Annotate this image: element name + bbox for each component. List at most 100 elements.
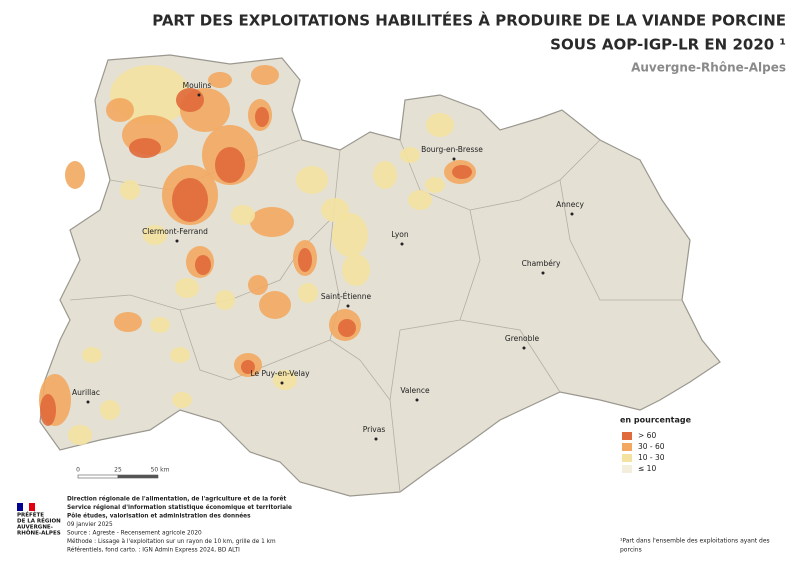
logo-line: DE LA RÉGION xyxy=(17,517,61,525)
city-dot xyxy=(280,381,284,385)
hotspot xyxy=(426,113,454,137)
hotspot xyxy=(100,400,120,420)
scale-label: 25 xyxy=(114,467,122,474)
hotspot xyxy=(296,166,328,194)
footer-line: Référentiels, fond carto. : IGN Admin Ex… xyxy=(67,547,240,554)
title: PART DES EXPLOITATIONS HABILITÉES À PROD… xyxy=(152,11,786,30)
hotspot xyxy=(176,88,204,112)
hotspot xyxy=(231,205,255,225)
hotspot xyxy=(68,425,92,445)
hotspot xyxy=(114,312,142,332)
hotspot xyxy=(259,291,291,319)
footer-line: Source : Agreste - Recensement agricole … xyxy=(67,531,202,537)
hotspot xyxy=(452,165,472,179)
legend-swatch xyxy=(622,432,632,440)
scale-label: 50 km xyxy=(151,467,170,474)
hotspot xyxy=(175,278,199,298)
hotspot xyxy=(106,98,134,122)
city-dot xyxy=(197,93,201,97)
logo-line: PRÉFÈTE xyxy=(17,511,44,519)
city-dot xyxy=(570,212,574,216)
footer-line: Direction régionale de l'alimentation, d… xyxy=(67,496,286,503)
subtitle: Auvergne-Rhône-Alpes xyxy=(631,61,786,75)
city-label: Moulins xyxy=(183,81,212,90)
hotspot xyxy=(408,190,432,210)
hotspot xyxy=(170,347,190,363)
hotspot xyxy=(425,177,445,193)
city-label: Valence xyxy=(400,386,430,395)
city-label: Annecy xyxy=(556,200,584,209)
city-label: Le Puy-en-Velay xyxy=(250,369,310,378)
legend-label: ≤ 10 xyxy=(638,464,656,473)
legend: > 60 30 - 60 10 - 30 ≤ 10 xyxy=(622,431,665,473)
city-dot xyxy=(452,157,456,161)
title: SOUS AOP-IGP-LR EN 2020 ¹ xyxy=(550,36,786,54)
footer-line: Méthode : Lissage à l'exploitation sur u… xyxy=(67,538,276,545)
footnote: ¹Part dans l'ensemble des exploitations … xyxy=(620,538,770,554)
hotspot xyxy=(250,207,294,237)
city-dot xyxy=(415,398,419,402)
footnote-line: ¹Part dans l'ensemble des exploitations … xyxy=(620,538,770,545)
cities: Moulins Bourg-en-Bresse Annecy Clermont-Fer… xyxy=(72,81,584,441)
hotspot xyxy=(373,161,397,189)
legend-title: en pourcentage xyxy=(620,416,692,425)
hotspot xyxy=(65,161,85,189)
footer-line: 09 janvier 2025 xyxy=(67,522,113,528)
city-label: Grenoble xyxy=(505,334,540,343)
footnote-line: porcins xyxy=(620,547,642,554)
footer-line: Pôle études, valorisation et administrat… xyxy=(67,513,251,520)
hotspot xyxy=(172,392,192,408)
city-label: Saint-Étienne xyxy=(321,292,372,301)
hotspot xyxy=(215,290,235,310)
scale-bar: 0 25 50 km xyxy=(76,467,170,479)
hotspot xyxy=(120,180,140,200)
hotspot xyxy=(195,255,211,275)
city-label: Aurillac xyxy=(72,388,100,397)
scale-label: 0 xyxy=(76,467,80,474)
hotspot xyxy=(208,72,232,88)
city-dot xyxy=(522,346,526,350)
hotspot xyxy=(248,275,268,295)
hotspot xyxy=(129,138,161,158)
hotspot xyxy=(215,147,245,183)
hotspot xyxy=(143,225,167,245)
hotspot xyxy=(241,360,255,374)
city-dot xyxy=(374,437,378,441)
footer: Direction régionale de l'alimentation, d… xyxy=(67,496,292,554)
city-label: Chambéry xyxy=(522,259,561,268)
hotspot xyxy=(342,254,370,286)
hotspot xyxy=(400,147,420,163)
city-label: Clermont-Ferrand xyxy=(142,227,208,236)
legend-swatch xyxy=(622,454,632,462)
logo-line: RHÔNE-ALPES xyxy=(17,530,61,537)
legend-label: > 60 xyxy=(638,431,656,440)
hotspot xyxy=(251,65,279,85)
hotspot xyxy=(150,317,170,333)
city-dot xyxy=(541,271,545,275)
city-label: Bourg-en-Bresse xyxy=(421,145,483,154)
hotspot xyxy=(338,319,356,337)
hotspot xyxy=(321,198,349,222)
legend-swatch xyxy=(622,443,632,451)
city-dot xyxy=(346,304,350,308)
city-label: Privas xyxy=(363,425,386,434)
city-dot xyxy=(400,242,404,246)
logo-line: AUVERGNE- xyxy=(17,525,53,531)
logo xyxy=(17,503,35,511)
city-dot xyxy=(86,400,90,404)
hotspot xyxy=(298,248,312,272)
hotspots xyxy=(39,65,476,445)
hotspot xyxy=(273,370,297,390)
legend-label: 10 - 30 xyxy=(638,453,665,462)
hotspot xyxy=(82,347,102,363)
hotspot xyxy=(332,213,368,257)
legend-label: 30 - 60 xyxy=(638,442,665,451)
hotspot xyxy=(172,178,208,222)
hotspot xyxy=(40,394,56,426)
hotspot xyxy=(298,283,318,303)
hotspot xyxy=(255,107,269,127)
footer-line: Service régional d'information statistiq… xyxy=(67,504,292,511)
legend-swatch xyxy=(622,465,632,473)
